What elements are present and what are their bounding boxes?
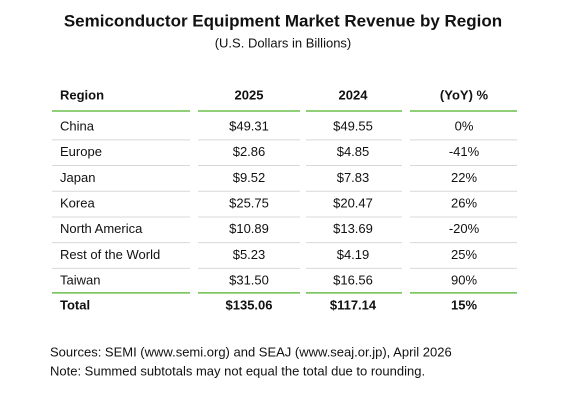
table-cell: $20.47 bbox=[333, 196, 373, 211]
footnote: Note: Summed subtotals may not equal the… bbox=[50, 363, 425, 378]
total-cell: Total bbox=[60, 297, 90, 312]
table-cell: 25% bbox=[451, 247, 477, 262]
table-cell: Taiwan bbox=[60, 273, 100, 288]
table-cell: $4.85 bbox=[337, 144, 370, 159]
table-cell: $7.83 bbox=[337, 170, 370, 185]
table-cell: $5.23 bbox=[233, 247, 266, 262]
column-header: 2024 bbox=[339, 87, 369, 102]
table-cell: $16.56 bbox=[333, 273, 373, 288]
table-cell: $25.75 bbox=[229, 196, 269, 211]
footnote: Sources: SEMI (www.semi.org) and SEAJ (w… bbox=[50, 344, 452, 359]
column-header: Region bbox=[60, 87, 104, 102]
column-header: (YoY) % bbox=[440, 87, 489, 102]
table-cell: Korea bbox=[60, 196, 95, 211]
total-cell: $117.14 bbox=[330, 297, 377, 312]
table-cell: $49.31 bbox=[229, 118, 269, 133]
table-cell: 26% bbox=[451, 196, 477, 211]
total-cell: 15% bbox=[451, 297, 477, 312]
table-cell: $49.55 bbox=[333, 118, 373, 133]
table-cell: $10.89 bbox=[229, 221, 269, 236]
table-cell: Europe bbox=[60, 144, 102, 159]
table-cell: -41% bbox=[449, 144, 480, 159]
table-cell: China bbox=[60, 118, 95, 133]
table-cell: 22% bbox=[451, 170, 477, 185]
table-cell: $9.52 bbox=[233, 170, 266, 185]
column-header: 2025 bbox=[235, 87, 264, 102]
table-cell: $2.86 bbox=[233, 144, 266, 159]
table-cell: -20% bbox=[449, 221, 480, 236]
total-cell: $135.06 bbox=[226, 297, 273, 312]
table-cell: Japan bbox=[60, 170, 95, 185]
subtitle: (U.S. Dollars in Billions) bbox=[215, 35, 352, 50]
table-cell: $4.19 bbox=[337, 247, 370, 262]
table-cell: 90% bbox=[451, 273, 477, 288]
table-cell: $13.69 bbox=[333, 221, 373, 236]
table-cell: North America bbox=[60, 221, 143, 236]
table-cell: 0% bbox=[455, 118, 474, 133]
title: Semiconductor Equipment Market Revenue b… bbox=[64, 11, 502, 30]
table-cell: $31.50 bbox=[229, 273, 269, 288]
table-cell: Rest of the World bbox=[60, 247, 160, 262]
